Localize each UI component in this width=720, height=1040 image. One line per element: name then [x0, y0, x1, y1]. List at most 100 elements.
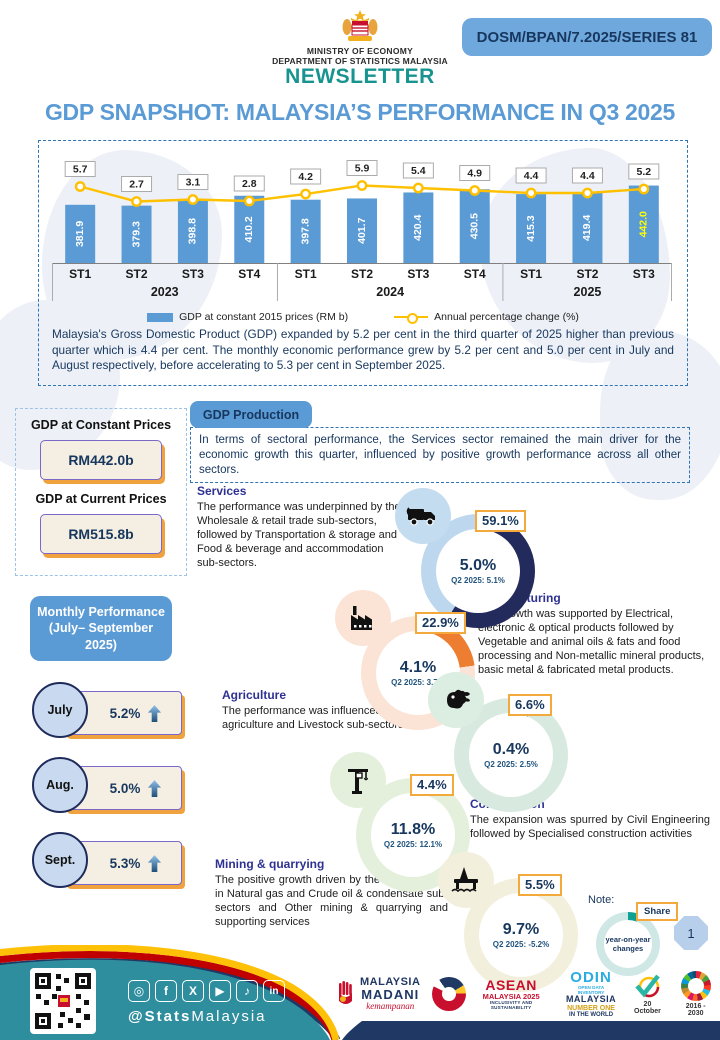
- gdp-chart-panel: 381.9 379.3 398.8 410.2 397.8 401.7 420.4 430.5…: [38, 140, 688, 386]
- mining-donut: 9.7% Q2 2025: -5.2% 5.5%: [438, 852, 588, 1002]
- sept-circle: Sept.: [32, 832, 88, 888]
- sdg-years: 2016 - 2030: [685, 1002, 706, 1018]
- sector-services-desc: The performance was underpinned by the W…: [197, 501, 401, 569]
- agriculture-growth: 0.4%: [492, 740, 530, 758]
- ministry-label: MINISTRY OF ECONOMY: [306, 46, 414, 56]
- svg-text:430.5: 430.5: [469, 213, 481, 239]
- legend-bar: GDP at constant 2015 prices (RM b): [147, 311, 348, 323]
- svg-text:ST1: ST1: [520, 267, 542, 281]
- madani-script: kemampanan: [366, 1001, 415, 1012]
- svg-text:ST4: ST4: [238, 267, 260, 281]
- sector-construction-desc: The expansion was spurred by Civil Engin…: [470, 814, 710, 840]
- mining-prev: Q2 2025: -5.2%: [492, 939, 550, 949]
- odin-logo: ODIN OPEN DATA INVENTORY MALAYSIA NUMBER…: [565, 970, 618, 1018]
- svg-text:ST3: ST3: [182, 267, 204, 281]
- youtube-icon[interactable]: ▶: [209, 980, 231, 1002]
- monthly-item-aug: 5.0% Aug.: [32, 757, 184, 815]
- up-arrow-icon: [148, 854, 162, 872]
- manufacturing-share: 22.9%: [415, 612, 466, 635]
- facebook-icon[interactable]: f: [155, 980, 177, 1002]
- svg-text:2.7: 2.7: [129, 179, 144, 191]
- services-growth: 5.0%: [459, 556, 497, 574]
- instagram-icon[interactable]: ◎: [128, 980, 150, 1002]
- wsd-check-icon: [635, 974, 661, 998]
- legend-line-label: Annual percentage change (%): [434, 311, 579, 323]
- malaysia-madani-logo: MALAYSIA MADANI kemampanan: [336, 975, 421, 1012]
- department-label: DEPARTMENT OF STATISTICS MALAYSIA: [272, 56, 448, 66]
- july-value: 5.2%: [109, 705, 141, 721]
- services-prev: Q2 2025: 5.1%: [451, 575, 505, 585]
- current-prices-value: RM515.8b: [40, 514, 162, 554]
- note-ring-icon: [596, 912, 660, 976]
- mining-share: 5.5%: [518, 874, 562, 897]
- map-watermark: [600, 330, 720, 500]
- svg-text:419.4: 419.4: [581, 215, 593, 241]
- asean-2025-logo: ASEAN MALAYSIA 2025 INCLUSIVITY AND SUST…: [432, 977, 552, 1012]
- factory-icon: [335, 590, 391, 646]
- gdp-production-intro: In terms of sectoral performance, the Se…: [190, 427, 690, 483]
- social-handle: @StatsMalaysia: [128, 1008, 267, 1025]
- up-arrow-icon: [148, 704, 162, 722]
- crane-icon: [330, 752, 386, 808]
- svg-text:ST4: ST4: [464, 267, 486, 281]
- svg-text:4.4: 4.4: [580, 170, 595, 182]
- sdg-wheel-icon: [680, 970, 711, 1001]
- svg-text:379.3: 379.3: [130, 221, 142, 247]
- sector-services-text: Services The performance was underpinned…: [197, 484, 405, 571]
- construction-share: 4.4%: [410, 774, 454, 797]
- odin-line4: NUMBER ONE: [567, 1004, 615, 1012]
- construction-donut: 11.8% Q2 2025: 12.1% 4.4%: [330, 752, 480, 902]
- current-prices-label: GDP at Current Prices: [35, 492, 167, 506]
- agriculture-donut: 0.4% Q2 2025: 2.5% 6.6%: [428, 672, 578, 822]
- tiktok-icon[interactable]: ♪: [236, 980, 258, 1002]
- x-icon[interactable]: X: [182, 980, 204, 1002]
- services-share: 59.1%: [475, 510, 526, 533]
- note-legend: Note: year-on-year changes Share: [588, 894, 708, 976]
- svg-text:ST1: ST1: [69, 267, 91, 281]
- asean-line2: MALAYSIA 2025: [482, 991, 540, 1001]
- asean-swirl-icon: [432, 977, 466, 1012]
- page-title: GDP SNAPSHOT: MALAYSIA’S PERFORMANCE IN …: [44, 99, 676, 125]
- agriculture-donut-center: 0.4% Q2 2025: 2.5%: [454, 698, 568, 812]
- svg-text:415.3: 415.3: [525, 215, 537, 241]
- services-donut: 5.0% Q2 2025: 5.1% 59.1%: [395, 488, 545, 638]
- note-yoy-label: year-on-year changes: [605, 935, 651, 953]
- monthly-performance-header: Monthly Performance (July– September 202…: [30, 596, 172, 661]
- svg-text:4.9: 4.9: [467, 168, 482, 180]
- svg-text:ST3: ST3: [407, 267, 429, 281]
- gdp-values-panel: GDP at Constant Prices RM442.0b GDP at C…: [15, 408, 187, 576]
- sector-agriculture-text: Agriculture The performance was influenc…: [222, 688, 427, 733]
- agriculture-share: 6.6%: [508, 694, 552, 717]
- svg-text:381.9: 381.9: [74, 221, 86, 247]
- up-arrow-icon: [148, 779, 162, 797]
- svg-text:4.4: 4.4: [524, 170, 539, 182]
- truck-icon: [395, 488, 451, 544]
- series-badge: DOSM/BPAN/7.2025/SERIES 81: [462, 18, 712, 56]
- july-circle: July: [32, 682, 88, 738]
- odin-line3: MALAYSIA: [565, 994, 617, 1005]
- chart-legend: GDP at constant 2015 prices (RM b) Annua…: [52, 311, 674, 324]
- svg-text:ST2: ST2: [576, 267, 598, 281]
- aug-circle: Aug.: [32, 757, 88, 813]
- svg-text:5.2: 5.2: [637, 166, 652, 178]
- odin-line1: ODIN: [570, 969, 612, 986]
- manufacturing-prev: Q2 2025: 3.7%: [391, 677, 445, 687]
- bar-swatch-icon: [147, 312, 174, 322]
- construction-prev: Q2 2025: 12.1%: [383, 839, 443, 849]
- svg-text:2024: 2024: [376, 285, 404, 299]
- svg-text:2.8: 2.8: [242, 178, 257, 190]
- svg-text:410.2: 410.2: [243, 216, 255, 242]
- madani-line1: MALAYSIA: [360, 975, 421, 988]
- world-statistics-day-logo: 20 October: [630, 973, 666, 1016]
- mining-donut-center: 9.7% Q2 2025: -5.2%: [464, 878, 578, 992]
- monthly-item-sept: 5.3% Sept.: [32, 832, 184, 890]
- newsletter-label: NEWSLETTER: [285, 65, 435, 88]
- agriculture-prev: Q2 2025: 2.5%: [484, 759, 538, 769]
- madani-line2: MADANI: [361, 987, 420, 1003]
- note-share-label: Share: [636, 902, 679, 922]
- linkedin-icon[interactable]: in: [263, 980, 285, 1002]
- madani-hand-icon: [339, 981, 352, 1005]
- svg-text:ST3: ST3: [633, 267, 655, 281]
- sector-agriculture-heading: Agriculture: [222, 688, 287, 702]
